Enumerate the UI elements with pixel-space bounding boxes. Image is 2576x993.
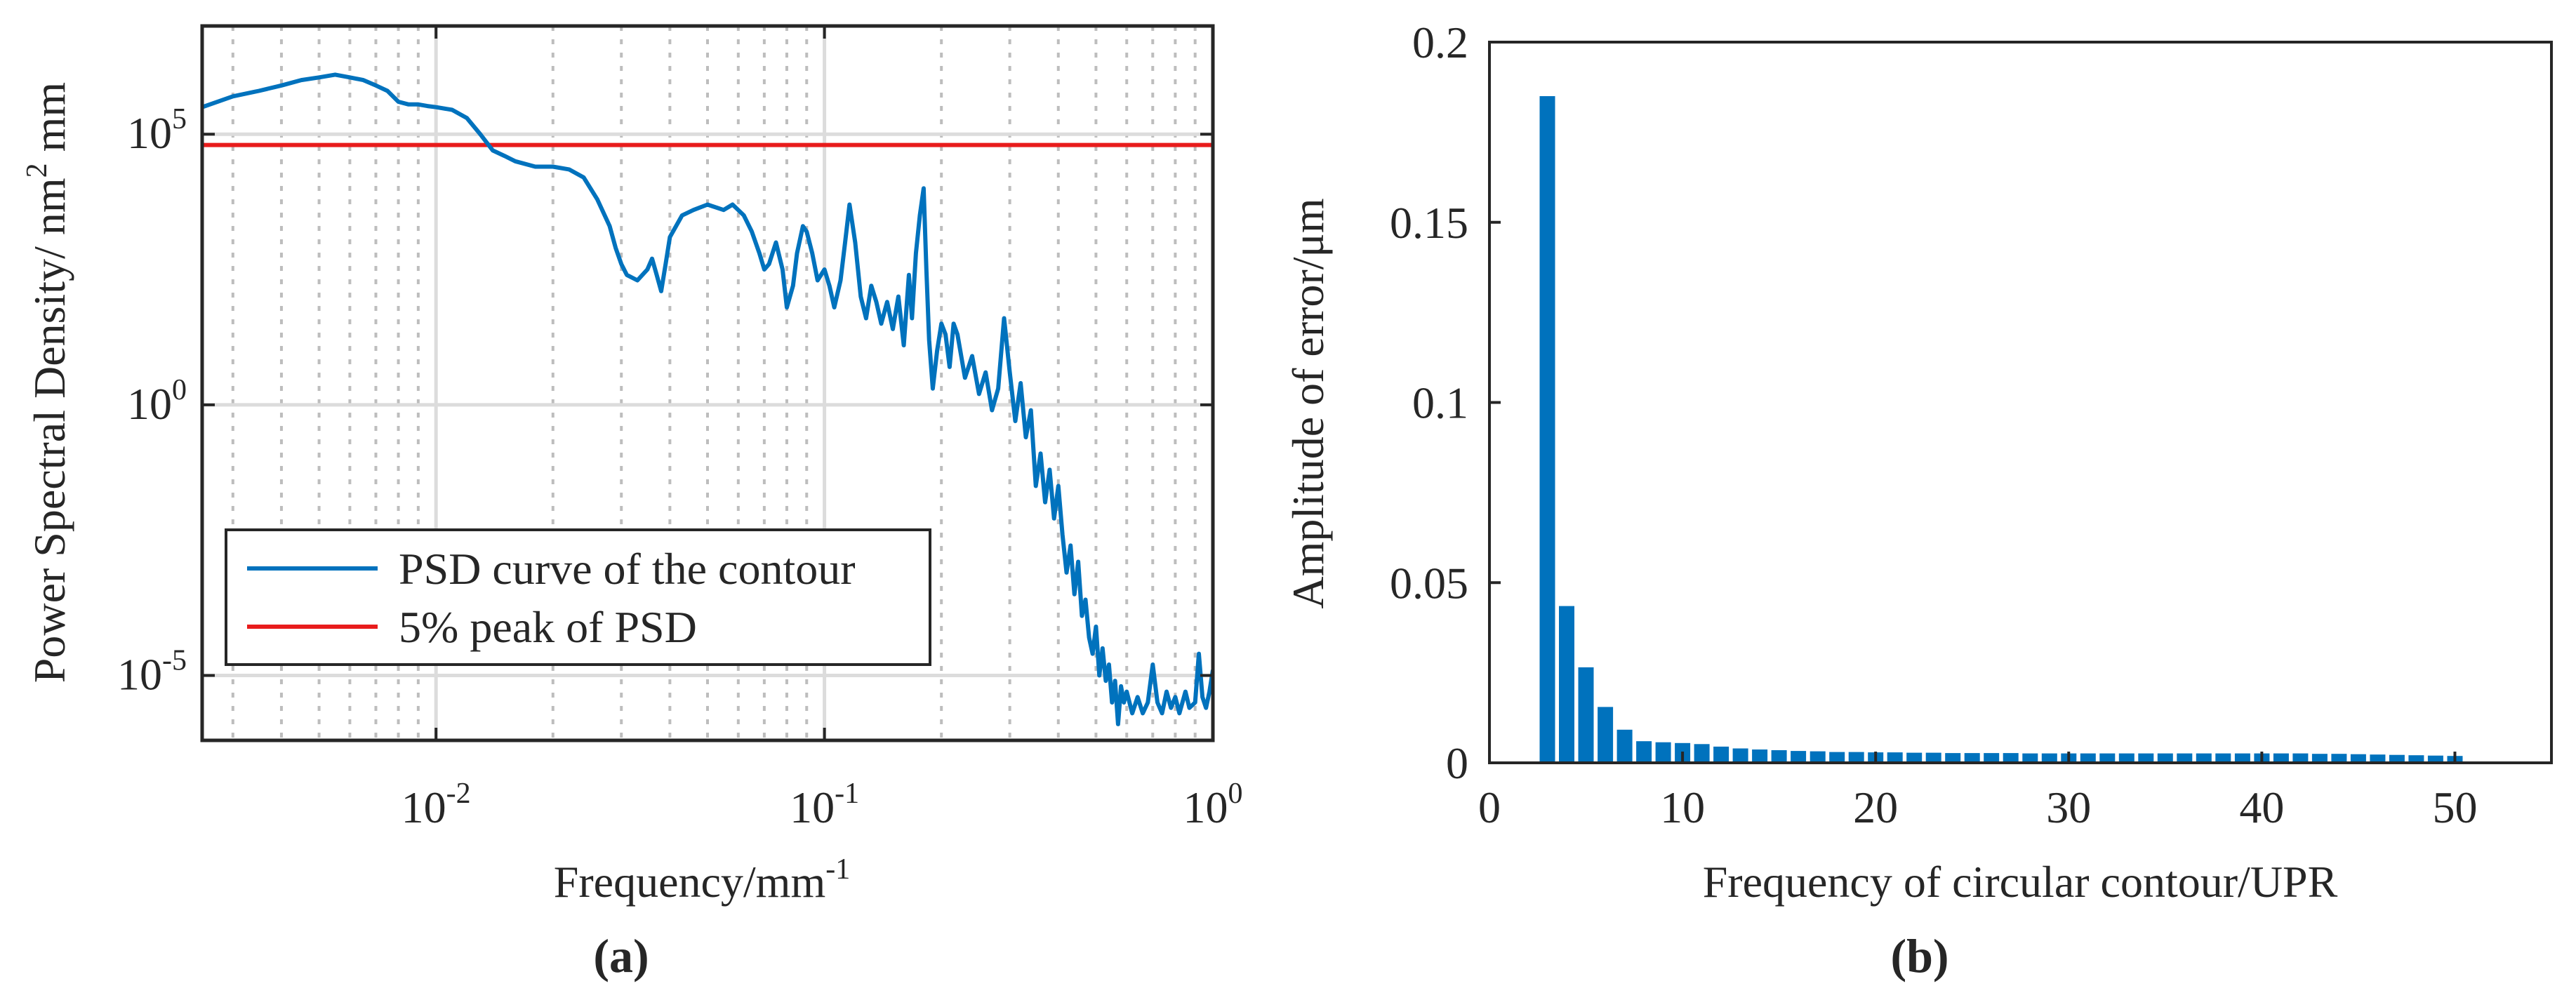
panel-b-axes-box [1488,41,2553,764]
x-tick-label: 40 [2239,782,2284,832]
x-tick-label: 0 [1478,782,1501,832]
y-tick-label: 0.05 [1390,558,1468,608]
bar [2177,753,2193,763]
panel-a-label: (a) [593,929,649,982]
bar [1694,744,1710,763]
panel-b: 0 0.05 0.1 0.15 0.2 0 10 20 30 40 50 Frequency of… [1283,18,2553,982]
panel-a-axes-box [200,24,1215,742]
bar [1791,751,1807,763]
x-tick-label: 10 [1660,782,1705,832]
y-tick-label: 10-5 [117,644,187,699]
bar [1887,752,1903,763]
bar [2041,753,2057,763]
y-tick-label: 105 [127,103,187,158]
x-tick-label: 30 [2046,782,2091,832]
legend-threshold-label: 5% peak of PSD [399,602,697,652]
bar [2118,753,2135,763]
bar [2389,754,2405,763]
bar [1964,753,1980,763]
bar [1848,752,1864,763]
panel-b-label: (b) [1890,929,1948,982]
bar [1771,750,1787,763]
bar [1655,742,1671,763]
bar [2331,754,2347,763]
bar [1925,752,1941,763]
x-tick-label: 100 [1183,778,1243,832]
bar [1636,741,1652,763]
panel-a-legend: PSD curve of the contour 5% peak of PSD [225,528,931,666]
panel-b-plot-area [1489,42,2551,763]
bar [2196,753,2212,763]
bar [2080,753,2096,763]
x-tick-label: 10-1 [790,778,859,832]
bar [2138,753,2154,763]
panel-b-bars [1539,96,2463,763]
bar [2099,753,2116,763]
bar [1598,707,1614,763]
bar [2157,753,2173,763]
x-tick-label: 50 [2432,782,2477,832]
bar [1945,753,1961,763]
legend-box [225,528,931,666]
y-tick-label: 100 [127,374,187,429]
bar [1829,752,1845,763]
bar [2427,755,2443,763]
bar [2273,753,2289,763]
bar [2234,753,2250,763]
legend-psd-label: PSD curve of the contour [399,544,856,594]
bar [2292,753,2309,763]
panel-b-xtick-labels: 0 10 20 30 40 50 [1478,782,2477,832]
bar [1906,752,1923,763]
bar [1539,96,1555,763]
x-tick-label: 10-2 [401,778,471,832]
bar [2003,753,2019,763]
bar [1578,667,1594,763]
x-tick-label: 20 [1853,782,1898,832]
bar [2408,755,2424,763]
y-tick-label: 0.2 [1412,18,1468,67]
bar [1732,748,1748,763]
bar [1810,751,1826,763]
bar [2350,754,2366,763]
bar [1616,729,1633,763]
bar [1559,606,1574,763]
y-tick-label: 0.1 [1412,378,1468,428]
bar [2022,753,2038,763]
panel-a-xlabel: Frequency/mm-1 [554,853,850,907]
bar [1752,749,1768,763]
panel-a-ytick-labels: 105 100 10-5 [117,103,187,699]
panel-a: 105 100 10-5 10-2 10-1 100 Frequency/mm-1 Po… [21,24,1243,982]
bar [1713,746,1729,763]
bar [2215,753,2231,763]
bar [2311,754,2328,763]
bar [2370,754,2386,763]
psd-curve [202,72,1213,726]
panel-a-ylabel: Power Spectral Density/ nm2 mm [21,82,74,683]
panel-b-ytick-labels: 0 0.05 0.1 0.15 0.2 [1390,18,1468,788]
panel-a-xtick-labels: 10-2 10-1 100 [401,778,1243,832]
panel-b-ylabel: Amplitude of error/μm [1283,198,1333,608]
panel-b-xlabel: Frequency of circular contour/UPR [1703,857,2338,907]
y-tick-label: 0.15 [1390,198,1468,248]
y-tick-label: 0 [1446,738,1468,788]
bar [1984,753,2000,763]
